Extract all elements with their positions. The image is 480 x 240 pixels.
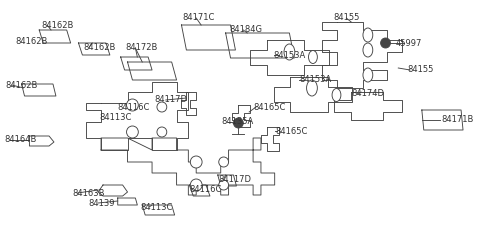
Text: 84113C: 84113C <box>99 113 132 121</box>
Polygon shape <box>22 84 56 96</box>
Polygon shape <box>29 136 54 146</box>
Polygon shape <box>218 175 237 186</box>
Polygon shape <box>261 127 278 151</box>
Text: 84171C: 84171C <box>182 13 215 23</box>
Text: 84153A: 84153A <box>299 76 332 84</box>
Text: 84117D: 84117D <box>154 96 187 104</box>
Text: 84155: 84155 <box>334 13 360 23</box>
Polygon shape <box>226 33 294 58</box>
Polygon shape <box>118 198 137 205</box>
Circle shape <box>157 102 167 112</box>
Text: 84164B: 84164B <box>4 136 36 144</box>
Text: 84116C: 84116C <box>118 103 150 113</box>
Circle shape <box>381 38 390 48</box>
Polygon shape <box>322 22 402 88</box>
Polygon shape <box>181 25 235 50</box>
Text: 84139: 84139 <box>88 198 115 208</box>
Ellipse shape <box>332 89 341 102</box>
Circle shape <box>190 156 202 168</box>
Circle shape <box>219 157 228 167</box>
Circle shape <box>190 179 202 191</box>
Polygon shape <box>78 43 110 55</box>
Text: 84172B: 84172B <box>126 43 158 53</box>
Ellipse shape <box>363 28 373 42</box>
Text: 84155: 84155 <box>407 66 433 74</box>
Ellipse shape <box>309 50 317 64</box>
Ellipse shape <box>284 44 295 60</box>
Text: 84116C: 84116C <box>189 185 222 193</box>
Polygon shape <box>39 30 71 43</box>
Text: 84113C: 84113C <box>140 203 173 211</box>
Polygon shape <box>274 77 352 112</box>
Polygon shape <box>180 92 196 115</box>
Circle shape <box>127 99 138 111</box>
Ellipse shape <box>307 80 317 96</box>
Polygon shape <box>232 105 250 127</box>
Text: 84184G: 84184G <box>229 25 263 35</box>
Polygon shape <box>98 185 128 196</box>
Ellipse shape <box>363 68 373 82</box>
Text: 84117D: 84117D <box>219 174 252 184</box>
Text: 84165C: 84165C <box>276 126 308 136</box>
Text: 84163B: 84163B <box>72 188 105 198</box>
Text: 84162B: 84162B <box>84 42 116 52</box>
Circle shape <box>219 180 228 190</box>
Circle shape <box>233 118 243 128</box>
Text: 84171B: 84171B <box>442 115 474 125</box>
Text: 84162B: 84162B <box>16 37 48 47</box>
Circle shape <box>157 127 167 137</box>
Text: 84174D: 84174D <box>351 90 384 98</box>
Polygon shape <box>120 57 152 70</box>
Text: 84162B: 84162B <box>5 80 37 90</box>
Polygon shape <box>422 110 463 130</box>
Polygon shape <box>142 205 175 215</box>
Polygon shape <box>334 92 402 120</box>
Polygon shape <box>86 82 188 150</box>
Text: 84135A: 84135A <box>222 118 254 126</box>
Polygon shape <box>128 62 177 80</box>
Text: 84165C: 84165C <box>253 102 286 112</box>
Text: 84153A: 84153A <box>274 50 306 60</box>
Polygon shape <box>189 185 210 196</box>
Text: 45997: 45997 <box>396 38 422 48</box>
Polygon shape <box>101 138 275 195</box>
Text: 84162B: 84162B <box>41 20 73 30</box>
Circle shape <box>127 126 138 138</box>
Ellipse shape <box>363 43 373 57</box>
Polygon shape <box>250 40 329 75</box>
